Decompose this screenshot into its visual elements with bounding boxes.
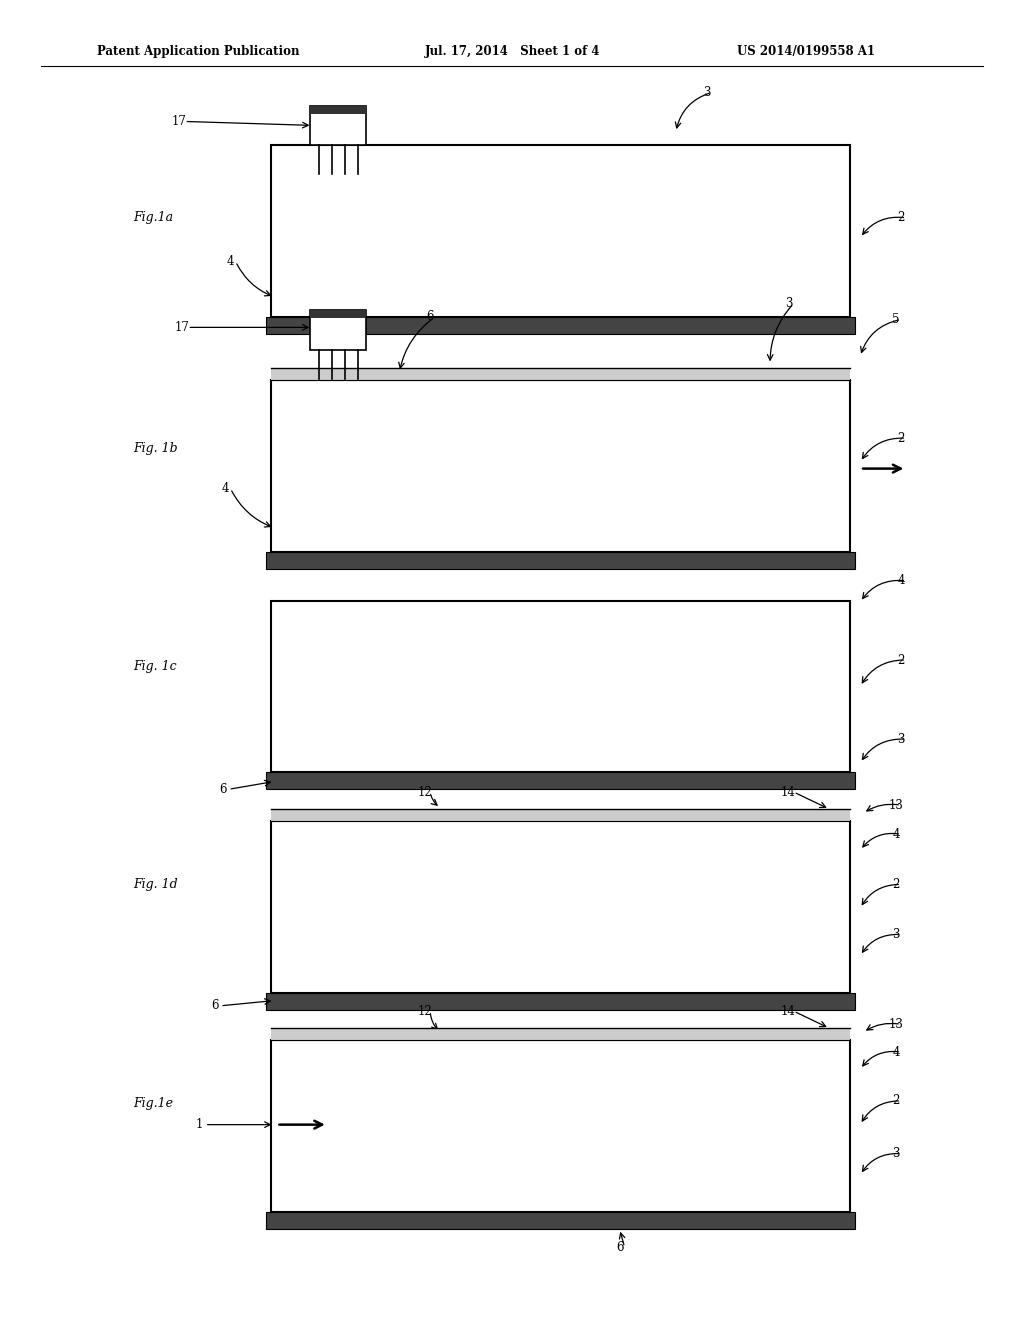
Text: 13: 13 bbox=[889, 1018, 903, 1031]
Text: 12: 12 bbox=[418, 1005, 432, 1018]
Text: 13: 13 bbox=[889, 799, 903, 812]
Text: 2: 2 bbox=[897, 653, 905, 667]
Bar bbox=[266, 317, 855, 334]
Text: 3: 3 bbox=[702, 86, 711, 99]
Bar bbox=[309, 310, 367, 318]
Text: 4: 4 bbox=[892, 828, 900, 841]
Text: 3: 3 bbox=[892, 928, 900, 941]
Text: Fig.1e: Fig.1e bbox=[133, 1097, 173, 1110]
Bar bbox=[271, 380, 850, 552]
Text: 4: 4 bbox=[221, 482, 229, 495]
Bar bbox=[266, 552, 855, 569]
Bar bbox=[309, 310, 367, 350]
Bar bbox=[271, 809, 850, 821]
Text: Fig. 1c: Fig. 1c bbox=[133, 660, 177, 673]
Bar bbox=[271, 601, 850, 772]
Bar bbox=[271, 368, 850, 380]
Text: 2: 2 bbox=[897, 211, 905, 224]
Text: 2: 2 bbox=[892, 1094, 900, 1107]
Text: 5: 5 bbox=[892, 313, 900, 326]
Text: Patent Application Publication: Patent Application Publication bbox=[97, 45, 300, 58]
Text: 3: 3 bbox=[892, 1147, 900, 1160]
Bar bbox=[271, 145, 850, 317]
Text: Fig. 1b: Fig. 1b bbox=[133, 442, 178, 455]
Text: 4: 4 bbox=[226, 255, 234, 268]
Text: 17: 17 bbox=[175, 321, 189, 334]
Text: 6: 6 bbox=[615, 1241, 624, 1254]
Text: 2: 2 bbox=[897, 432, 905, 445]
Text: 2: 2 bbox=[892, 878, 900, 891]
Text: 14: 14 bbox=[781, 1005, 796, 1018]
Text: 17: 17 bbox=[172, 115, 186, 128]
Bar bbox=[271, 821, 850, 993]
Text: 3: 3 bbox=[897, 733, 905, 746]
Bar bbox=[309, 106, 367, 145]
Text: Jul. 17, 2014   Sheet 1 of 4: Jul. 17, 2014 Sheet 1 of 4 bbox=[425, 45, 600, 58]
Text: 6: 6 bbox=[211, 999, 219, 1012]
Bar bbox=[266, 993, 855, 1010]
Text: 14: 14 bbox=[781, 785, 796, 799]
Bar bbox=[271, 1028, 850, 1040]
Bar bbox=[266, 772, 855, 789]
Text: 12: 12 bbox=[418, 785, 432, 799]
Text: 4: 4 bbox=[892, 1045, 900, 1059]
Bar bbox=[266, 1212, 855, 1229]
Text: Fig. 1d: Fig. 1d bbox=[133, 878, 178, 891]
Text: Fig.1a: Fig.1a bbox=[133, 211, 173, 224]
Text: 6: 6 bbox=[219, 783, 227, 796]
Text: US 2014/0199558 A1: US 2014/0199558 A1 bbox=[737, 45, 876, 58]
Text: 3: 3 bbox=[784, 297, 793, 310]
Text: 6: 6 bbox=[426, 310, 434, 323]
Bar bbox=[271, 1040, 850, 1212]
Text: 4: 4 bbox=[897, 574, 905, 587]
Bar bbox=[309, 106, 367, 114]
Text: 1: 1 bbox=[196, 1118, 204, 1131]
